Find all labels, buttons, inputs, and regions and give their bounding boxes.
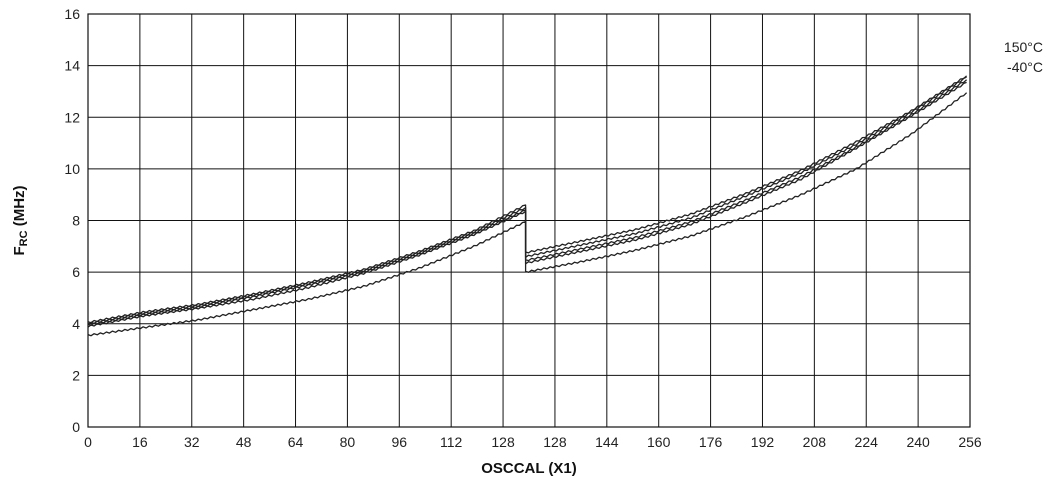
y-tick-labels: 0 2 4 6 8 10 12 14 16 <box>64 6 80 435</box>
plot-frame <box>87 13 971 428</box>
x-tick-label: 96 <box>392 434 408 450</box>
y-tick-label: 2 <box>72 367 80 383</box>
legend: 150°C -40°C <box>1004 39 1043 75</box>
legend-entry: -40°C <box>1007 59 1043 75</box>
y-tick-label: 12 <box>64 109 80 125</box>
y-tick-label: 10 <box>64 161 80 177</box>
series-line <box>87 81 967 328</box>
x-tick-label: 48 <box>236 434 252 450</box>
x-tick-label: 16 <box>132 434 148 450</box>
series-line <box>87 79 968 326</box>
y-tick-label: 4 <box>72 316 80 332</box>
y-tick-label: 8 <box>72 213 80 229</box>
x-tick-labels: 0 16 32 48 64 80 96 112 128 128 144 160 176 192 208 224… <box>84 434 982 450</box>
x-tick-label: 192 <box>751 434 775 450</box>
y-tick-label: 0 <box>72 419 80 435</box>
y-tick-label: 14 <box>64 58 80 74</box>
y-axis-title-sub: RC <box>18 230 30 246</box>
x-tick-label: 240 <box>906 434 930 450</box>
x-tick-label: 128 <box>491 434 515 450</box>
y-tick-label: 16 <box>64 6 80 22</box>
series-line <box>87 92 968 337</box>
y-axis-title-main: F <box>11 246 28 255</box>
x-tick-label: 224 <box>855 434 879 450</box>
series-line <box>87 75 968 324</box>
y-axis-title-unit: (MHz) <box>11 185 28 230</box>
x-tick-label: 64 <box>288 434 304 450</box>
x-tick-label: 112 <box>440 434 463 450</box>
x-tick-label: 160 <box>647 434 671 450</box>
x-tick-label: 128 <box>543 434 567 450</box>
x-tick-label: 80 <box>340 434 356 450</box>
x-tick-label: 176 <box>699 434 723 450</box>
grid <box>87 13 971 428</box>
y-tick-label: 6 <box>72 264 80 280</box>
x-tick-label: 144 <box>595 434 619 450</box>
series-lines <box>87 75 968 337</box>
y-axis-title: FRC (MHz) <box>11 185 30 255</box>
series-line <box>87 76 967 326</box>
x-tick-label: 256 <box>958 434 982 450</box>
x-axis-title: OSCCAL (X1) <box>481 460 577 477</box>
legend-entry: 150°C <box>1004 39 1043 55</box>
x-tick-label: 208 <box>803 434 827 450</box>
x-tick-label: 0 <box>84 434 92 450</box>
x-tick-label: 32 <box>184 434 200 450</box>
